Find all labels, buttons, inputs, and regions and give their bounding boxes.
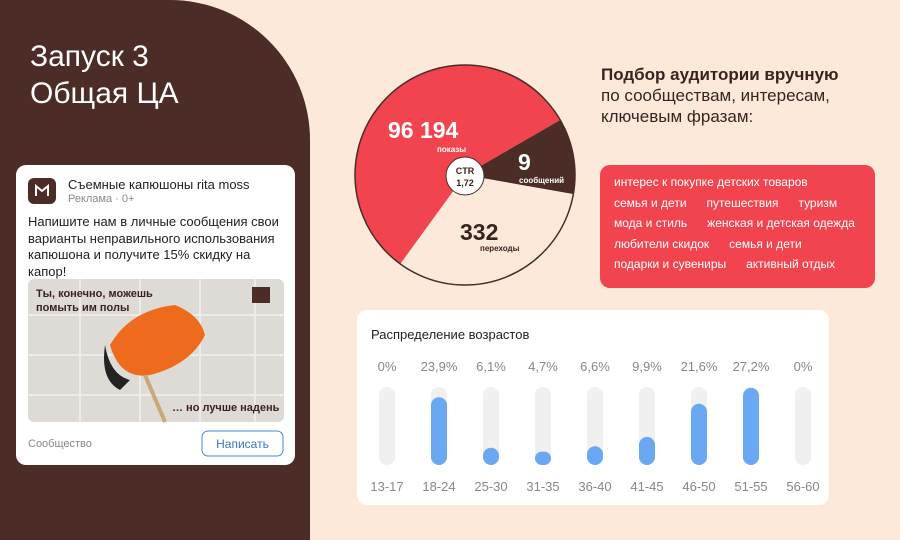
bar bbox=[431, 397, 447, 465]
value-label: 23,9% bbox=[421, 359, 458, 374]
bar-track bbox=[795, 387, 811, 465]
ad-text-line: капюшона и получите 15% скидку на bbox=[28, 247, 251, 262]
tag-row: любители скидок семья и дети bbox=[614, 234, 855, 255]
ad-button[interactable]: Написать bbox=[216, 437, 269, 451]
bar-track bbox=[535, 387, 551, 465]
value-label: 0% bbox=[794, 359, 813, 374]
ctr: CTR 1,72 bbox=[446, 165, 484, 189]
value-label: 6,1% bbox=[476, 359, 506, 374]
image-caption: … но лучше надень bbox=[172, 402, 280, 414]
bar-track bbox=[587, 387, 603, 465]
tag-row: семья и дети путешествия туризм bbox=[614, 193, 855, 214]
x-tick-label: 56-60 bbox=[786, 479, 819, 494]
tag-row: подарки и сувениры активный отдых bbox=[614, 254, 855, 275]
stat-value: 332 bbox=[460, 219, 499, 245]
tag: любители скидок bbox=[614, 236, 710, 251]
bar-track bbox=[483, 387, 499, 465]
caption-line: помыть им полы bbox=[36, 302, 130, 314]
stat-label: сообщений bbox=[519, 176, 565, 185]
ad-text-line: капор! bbox=[28, 263, 67, 279]
tag: интерес к покупке детских товаров bbox=[614, 175, 808, 190]
bar bbox=[535, 451, 551, 465]
slide-title: Запуск 3 Общая ЦА bbox=[30, 38, 179, 112]
bar bbox=[639, 436, 655, 465]
tag: мода и стиль bbox=[614, 216, 688, 231]
stat-value: 96 194 bbox=[388, 117, 459, 143]
value-label: 9,9% bbox=[632, 359, 662, 374]
bar bbox=[587, 446, 603, 465]
tag: женская и детская одежда bbox=[707, 216, 855, 231]
x-tick-label: 51-55 bbox=[734, 479, 767, 494]
caption-line: Ты, конечно, можешь bbox=[36, 288, 153, 300]
stat-label: переходы bbox=[480, 244, 520, 253]
stat-label: показы bbox=[437, 145, 467, 154]
tag: путешествия bbox=[706, 195, 779, 210]
value-label: 6,6% bbox=[580, 359, 610, 374]
tag-row: интерес к покупке детских товаров bbox=[614, 172, 855, 193]
value-label: 27,2% bbox=[733, 359, 770, 374]
ad-text-line: Напишите нам в личные сообщения свои bbox=[28, 214, 279, 229]
value-label: 4,7% bbox=[528, 359, 558, 374]
bar-track bbox=[379, 387, 395, 465]
x-tick-label: 46-50 bbox=[682, 479, 715, 494]
tag-list: интерес к покупке детских товаров семья и… bbox=[614, 172, 855, 275]
ad-meta: Реклама · 0+ bbox=[68, 193, 135, 205]
tag: семья и дети bbox=[614, 195, 687, 210]
x-tick-label: 13-17 bbox=[370, 479, 403, 494]
ctr-label: CTR bbox=[455, 166, 475, 176]
tag: туризм bbox=[798, 195, 838, 210]
title-line: Запуск 3 bbox=[30, 40, 149, 73]
tag: подарки и сувениры bbox=[614, 257, 727, 272]
ad-name: Съемные капюшоны rita moss bbox=[68, 177, 250, 192]
tag: активный отдых bbox=[746, 257, 836, 272]
value-label: 0% bbox=[378, 359, 397, 374]
tag-row: мода и стиль женская и детская одежда bbox=[614, 213, 855, 234]
x-tick-label: 36-40 bbox=[578, 479, 611, 494]
stat-value: 9 bbox=[518, 149, 531, 175]
ad-text: Напишите нам в личные сообщения свои вар… bbox=[28, 214, 279, 280]
x-tick-label: 18-24 bbox=[422, 479, 455, 494]
targeting-heading: Подбор аудитории вручную по сообществам,… bbox=[601, 64, 839, 127]
heading-line: по сообществам, интересам, bbox=[601, 86, 830, 105]
bar bbox=[743, 387, 759, 465]
value-label: 21,6% bbox=[681, 359, 718, 374]
bar bbox=[691, 403, 707, 465]
ad-text-line: варианты неправильного использования bbox=[28, 230, 275, 246]
tag: семья и дети bbox=[729, 236, 802, 251]
heading-bold: Подбор аудитории вручную bbox=[601, 65, 839, 84]
x-tick-label: 41-45 bbox=[630, 479, 663, 494]
title-line: Общая ЦА bbox=[30, 77, 179, 110]
x-tick-label: 31-35 bbox=[526, 479, 559, 494]
chart-title: Распределение возрастов bbox=[371, 327, 530, 342]
ctr-value: 1,72 bbox=[456, 178, 474, 188]
x-tick-label: 25-30 bbox=[474, 479, 507, 494]
ad-footer: Сообщество bbox=[28, 438, 92, 450]
bar bbox=[483, 447, 499, 465]
heading-line: ключевым фразам: bbox=[601, 107, 754, 126]
image-caption: Ты, конечно, можешь помыть им полы bbox=[36, 287, 153, 315]
